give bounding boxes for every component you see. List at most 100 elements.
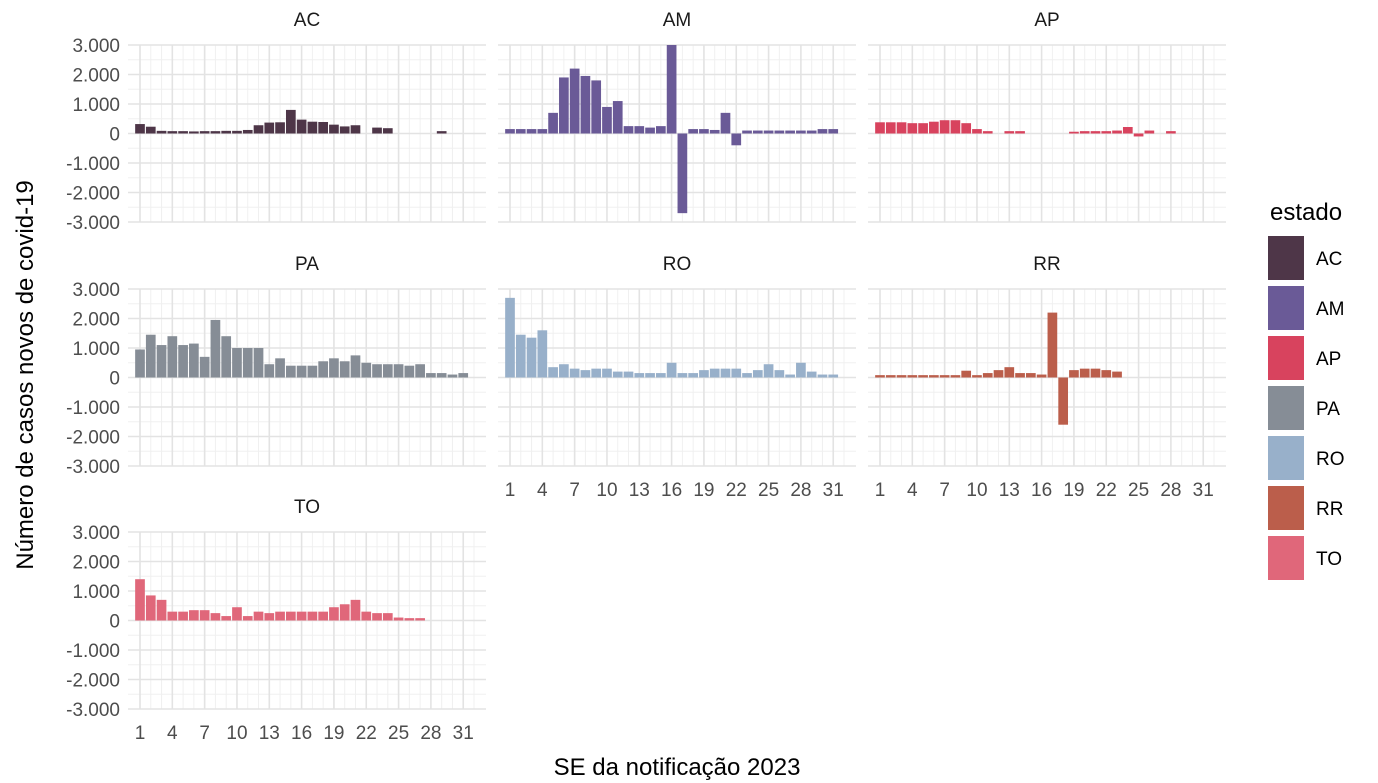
bar-pa-4 <box>167 336 178 378</box>
bar-ac-9 <box>221 130 232 134</box>
bar-ac-12 <box>253 125 264 134</box>
facet-strip-label: AM <box>663 10 692 31</box>
legend-label: AC <box>1316 249 1342 270</box>
y-tick-label: -2.000 <box>66 428 120 449</box>
bar-ac-19 <box>329 124 339 134</box>
bar-ro-15 <box>655 373 666 378</box>
x-tick-label: 22 <box>1096 480 1117 501</box>
legend-label: PA <box>1316 399 1340 420</box>
bar-am-11 <box>612 101 623 134</box>
bar-rr-10 <box>972 375 982 378</box>
x-tick-label: 16 <box>1031 480 1052 501</box>
x-tick-label: 22 <box>356 723 377 744</box>
bar-to-10 <box>232 607 242 621</box>
bar-am-7 <box>569 68 580 134</box>
bar-am-15 <box>655 126 666 134</box>
bar-ac-6 <box>189 131 199 134</box>
bar-am-27 <box>785 130 795 134</box>
bar-to-18 <box>318 611 329 621</box>
bar-ro-13 <box>634 373 645 378</box>
legend-key-pa <box>1268 386 1304 430</box>
bar-rr-16 <box>1036 374 1047 378</box>
bar-ap-9 <box>961 123 972 134</box>
bar-ro-27 <box>785 374 795 378</box>
bar-ap-2 <box>885 122 896 134</box>
bar-am-25 <box>763 130 774 134</box>
bar-am-20 <box>709 129 720 134</box>
bar-pa-21 <box>350 355 361 378</box>
bar-am-1 <box>505 129 515 134</box>
bar-ap-24 <box>1122 127 1133 134</box>
bar-ap-21 <box>1090 131 1101 134</box>
bar-ap-19 <box>1069 131 1079 134</box>
bar-to-6 <box>189 610 199 621</box>
legend-key-ro <box>1268 436 1304 480</box>
bar-ro-17 <box>677 373 688 378</box>
x-tick-label: 10 <box>966 480 987 501</box>
x-tick-label: 31 <box>1193 480 1214 501</box>
bar-pa-10 <box>232 348 242 378</box>
bar-rr-7 <box>939 375 950 378</box>
bar-pa-17 <box>307 365 318 378</box>
bar-ro-31 <box>828 374 839 378</box>
legend-label: RO <box>1316 449 1345 470</box>
legend-label: AM <box>1316 299 1345 320</box>
x-axis-title: SE da notificação 2023 <box>554 754 801 781</box>
bar-ac-16 <box>296 119 307 134</box>
y-tick-label: -1.000 <box>66 641 120 662</box>
bar-ap-14 <box>1015 131 1025 134</box>
bar-to-23 <box>372 613 382 621</box>
bar-ac-7 <box>199 131 210 134</box>
bar-rr-23 <box>1112 371 1122 378</box>
bar-ap-10 <box>972 129 982 134</box>
facet-strip-label: TO <box>294 497 320 518</box>
legend-key-ap <box>1268 336 1304 380</box>
x-tick-label: 25 <box>1128 480 1149 501</box>
x-tick-label: 7 <box>939 480 950 501</box>
bar-pa-14 <box>275 358 285 378</box>
bar-ap-3 <box>896 122 907 134</box>
bar-to-20 <box>339 604 350 621</box>
bar-pa-31 <box>458 373 469 378</box>
bar-to-14 <box>275 611 285 621</box>
bar-pa-18 <box>318 361 329 378</box>
bar-ro-18 <box>688 373 699 378</box>
legend-key-ac <box>1268 236 1304 280</box>
bar-rr-1 <box>875 375 885 378</box>
bar-pa-12 <box>253 348 264 378</box>
bar-ro-19 <box>699 370 709 378</box>
bar-ro-23 <box>742 373 752 378</box>
bar-pa-29 <box>436 373 447 378</box>
bar-ap-5 <box>918 123 928 134</box>
bar-ac-1 <box>135 124 145 134</box>
bar-am-23 <box>742 130 752 134</box>
bar-rr-11 <box>982 373 993 378</box>
facet-strip-label: AP <box>1034 10 1059 31</box>
bar-ap-23 <box>1112 130 1122 134</box>
legend-key-to <box>1268 536 1304 580</box>
y-tick-label: 3.000 <box>72 523 120 544</box>
x-tick-label: 16 <box>661 480 682 501</box>
bar-ro-3 <box>526 337 537 378</box>
bar-ro-6 <box>559 364 569 378</box>
bar-pa-16 <box>296 365 307 378</box>
bar-ac-14 <box>275 122 285 134</box>
bar-to-1 <box>135 579 145 621</box>
y-tick-label: 2.000 <box>72 553 120 574</box>
bar-ap-20 <box>1079 131 1090 134</box>
y-tick-label: 3.000 <box>72 36 120 57</box>
bar-to-5 <box>178 611 188 621</box>
bar-am-26 <box>774 130 785 134</box>
bar-rr-15 <box>1025 373 1036 378</box>
legend: estado AC AM AP PA RO RR TO <box>1268 199 1345 580</box>
bar-am-19 <box>699 129 709 134</box>
bar-ro-7 <box>569 368 580 378</box>
y-tick-label: -2.000 <box>66 184 120 205</box>
bar-to-11 <box>242 616 253 621</box>
bar-ac-29 <box>436 131 447 134</box>
bar-pa-26 <box>404 365 415 378</box>
y-tick-label: 1.000 <box>72 95 120 116</box>
bar-am-2 <box>515 129 526 134</box>
